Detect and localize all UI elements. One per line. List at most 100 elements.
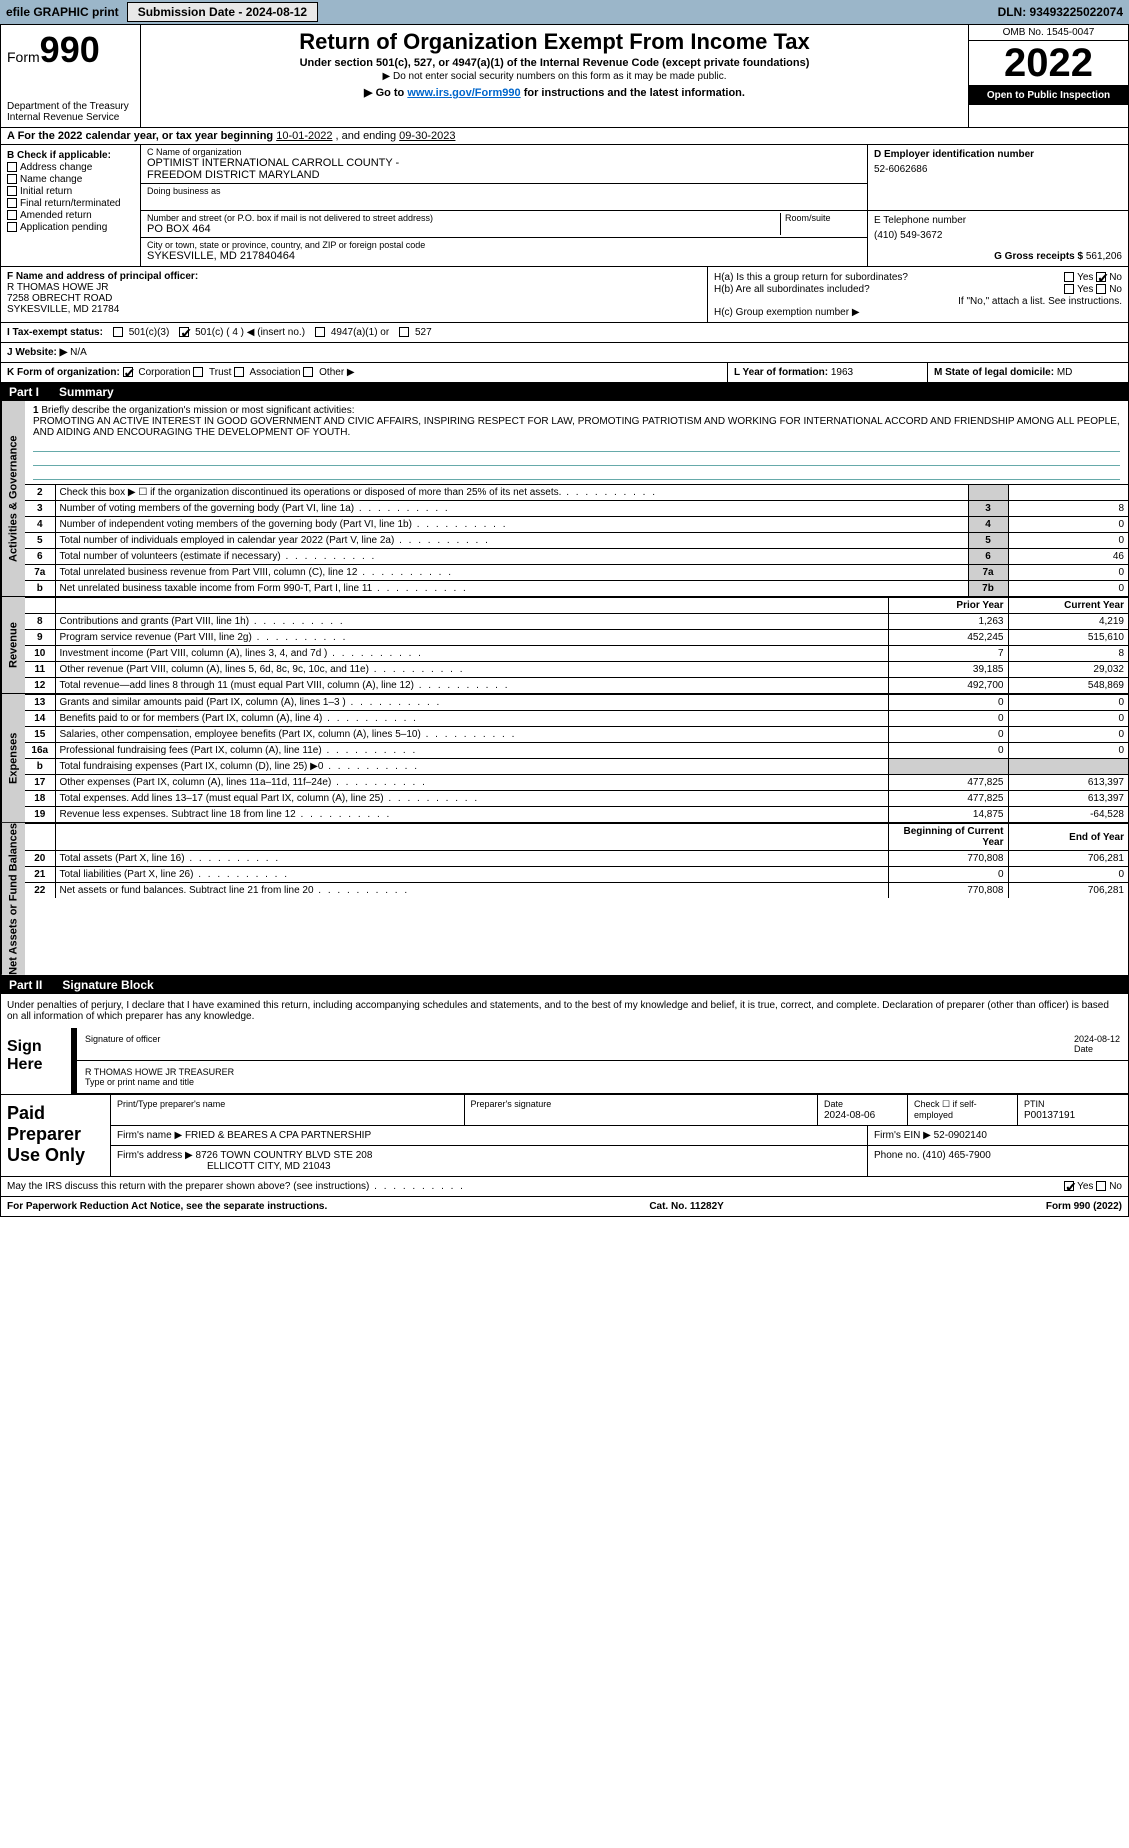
checkbox-amended[interactable] xyxy=(7,210,17,220)
table-row: 4 Number of independent voting members o… xyxy=(25,517,1128,533)
table-row: 2 Check this box ▶ ☐ if the organization… xyxy=(25,485,1128,501)
l-value: 1963 xyxy=(831,367,853,378)
city-box: City or town, state or province, country… xyxy=(141,238,867,264)
line-key: 7a xyxy=(968,565,1008,581)
footer: For Paperwork Reduction Act Notice, see … xyxy=(1,1197,1128,1216)
gross-label: G Gross receipts $ xyxy=(994,251,1083,262)
form-frame: Form990 Department of the Treasury Inter… xyxy=(0,24,1129,1217)
cb-name-label: Name change xyxy=(20,174,82,185)
line-text: Net assets or fund balances. Subtract li… xyxy=(55,883,888,899)
cb-501c3[interactable] xyxy=(113,327,123,337)
year-end: 09-30-2023 xyxy=(399,130,455,142)
officer-city: SYKESVILLE, MD 21784 xyxy=(7,304,701,315)
discuss-no-cb[interactable] xyxy=(1096,1181,1106,1191)
hb-yes-checkbox[interactable] xyxy=(1064,284,1074,294)
current-value: 4,219 xyxy=(1008,614,1128,630)
irs-link[interactable]: www.irs.gov/Form990 xyxy=(407,87,520,99)
line-value: 0 xyxy=(1008,565,1128,581)
group-revenue: Revenue Prior Year Current Year8 Contrib… xyxy=(1,597,1128,694)
i-label: I Tax-exempt status: xyxy=(7,327,103,338)
checkbox-final[interactable] xyxy=(7,198,17,208)
line-num: 20 xyxy=(25,851,55,867)
prior-year-hdr: Beginning of Current Year xyxy=(888,824,1008,851)
omb-number: OMB No. 1545-0047 xyxy=(969,25,1128,41)
cell-blank xyxy=(888,759,1008,775)
may-discuss-row: May the IRS discuss this return with the… xyxy=(1,1177,1128,1197)
org-name-2: FREEDOM DISTRICT MARYLAND xyxy=(147,169,861,181)
net-table: Beginning of Current Year End of Year20 … xyxy=(25,823,1128,898)
form-header: Form990 Department of the Treasury Inter… xyxy=(1,25,1128,128)
ein-value: 52-6062686 xyxy=(874,164,1122,175)
line-num: 21 xyxy=(25,867,55,883)
cb-assoc[interactable] xyxy=(234,367,244,377)
table-row: 18 Total expenses. Add lines 13–17 (must… xyxy=(25,791,1128,807)
footer-left: For Paperwork Reduction Act Notice, see … xyxy=(7,1201,327,1212)
line-text: Benefits paid to or for members (Part IX… xyxy=(55,711,888,727)
cb-4947[interactable] xyxy=(315,327,325,337)
year-header-row: Beginning of Current Year End of Year xyxy=(25,824,1128,851)
lbl-4947: 4947(a)(1) or xyxy=(331,327,389,338)
checkbox-initial[interactable] xyxy=(7,186,17,196)
k-label: K Form of organization: xyxy=(7,367,120,378)
addr-box: Number and street (or P.O. box if mail i… xyxy=(141,211,867,238)
line-text: Number of voting members of the governin… xyxy=(55,501,968,517)
prior-year-hdr: Prior Year xyxy=(888,598,1008,614)
officer-name: R THOMAS HOWE JR xyxy=(7,282,701,293)
checkbox-app[interactable] xyxy=(7,222,17,232)
expenses-table: 13 Grants and similar amounts paid (Part… xyxy=(25,694,1128,822)
row-j-website: J Website: ▶ N/A xyxy=(1,343,1128,363)
table-row: 20 Total assets (Part X, line 16) 770,80… xyxy=(25,851,1128,867)
line-text: Other expenses (Part IX, column (A), lin… xyxy=(55,775,888,791)
check-icon xyxy=(1065,1182,1077,1194)
city-value: SYKESVILLE, MD 217840464 xyxy=(147,250,861,262)
cb-corp[interactable] xyxy=(123,367,133,377)
part-1-title: Summary xyxy=(59,385,114,399)
sig-date-label: Date xyxy=(1074,1044,1093,1054)
cb-other[interactable] xyxy=(303,367,313,377)
line-text: Grants and similar amounts paid (Part IX… xyxy=(55,695,888,711)
line-value: 8 xyxy=(1008,501,1128,517)
part-2-title: Signature Block xyxy=(62,978,153,992)
checkbox-name[interactable] xyxy=(7,174,17,184)
lbl-other: Other ▶ xyxy=(319,367,354,378)
firm-addr-label: Firm's address ▶ xyxy=(117,1150,193,1161)
mission-block: 1 Briefly describe the organization's mi… xyxy=(25,401,1128,484)
m-value: MD xyxy=(1057,367,1073,378)
addr-label: Number and street (or P.O. box if mail i… xyxy=(147,213,776,223)
h-c-label: H(c) Group exemption number ▶ xyxy=(714,307,1122,318)
name-label: C Name of organization xyxy=(147,147,861,157)
revenue-table: Prior Year Current Year8 Contributions a… xyxy=(25,597,1128,693)
line-value: 0 xyxy=(1008,517,1128,533)
table-row: 12 Total revenue—add lines 8 through 11 … xyxy=(25,678,1128,694)
table-row: 22 Net assets or fund balances. Subtract… xyxy=(25,883,1128,899)
table-row: 19 Revenue less expenses. Subtract line … xyxy=(25,807,1128,823)
row-klm: K Form of organization: Corporation Trus… xyxy=(1,363,1128,383)
discuss-yes-cb[interactable] xyxy=(1064,1181,1074,1191)
footer-mid: Cat. No. 11282Y xyxy=(649,1201,723,1212)
paid-row-2: Firm's name ▶ FRIED & BEARES A CPA PARTN… xyxy=(111,1126,1128,1146)
cb-501c[interactable] xyxy=(179,327,189,337)
checkbox-addr[interactable] xyxy=(7,162,17,172)
firm-addr-2: ELLICOTT CITY, MD 21043 xyxy=(207,1161,331,1172)
cb-527[interactable] xyxy=(399,327,409,337)
ein-label: D Employer identification number xyxy=(874,149,1034,160)
ha-no-checkbox[interactable] xyxy=(1096,272,1106,282)
table-row: b Total fundraising expenses (Part IX, c… xyxy=(25,759,1128,775)
current-value: 0 xyxy=(1008,711,1128,727)
penalties-text: Under penalties of perjury, I declare th… xyxy=(1,994,1128,1028)
efile-topbar: efile GRAPHIC print Submission Date - 20… xyxy=(0,0,1129,24)
prep-date-label: Date xyxy=(824,1099,843,1109)
prior-value: 0 xyxy=(888,711,1008,727)
cb-trust[interactable] xyxy=(193,367,203,377)
line-num: 8 xyxy=(25,614,55,630)
table-row: 21 Total liabilities (Part X, line 26) 0… xyxy=(25,867,1128,883)
footer-right: Form 990 (2022) xyxy=(1046,1201,1122,1212)
h-b-note: If "No," attach a list. See instructions… xyxy=(714,296,1122,307)
ha-yes-checkbox[interactable] xyxy=(1064,272,1074,282)
line-value xyxy=(1008,485,1128,501)
line-num: 12 xyxy=(25,678,55,694)
line-text: Check this box ▶ ☐ if the organization d… xyxy=(55,485,968,501)
submission-date-button[interactable]: Submission Date - 2024-08-12 xyxy=(127,2,318,22)
line-num: b xyxy=(25,759,55,775)
prior-value: 0 xyxy=(888,695,1008,711)
